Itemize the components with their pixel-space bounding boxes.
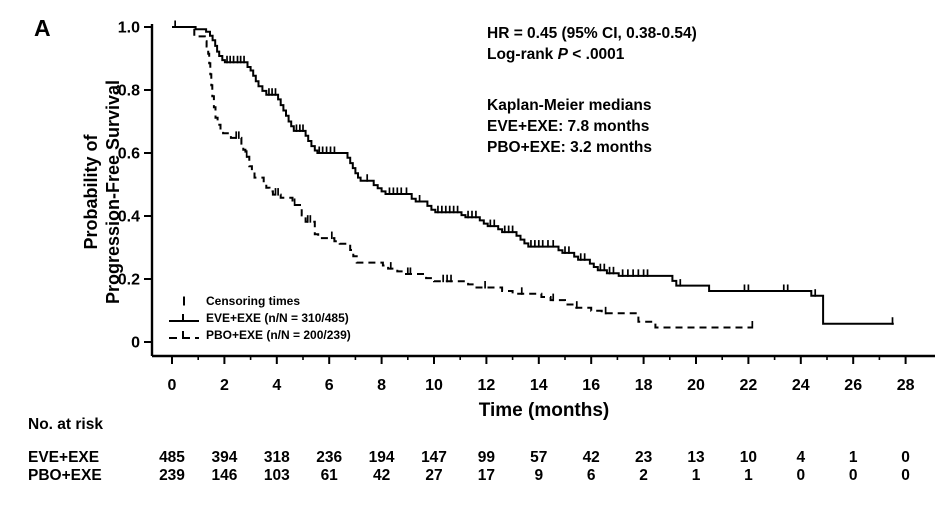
x-tick-label: 16 [582, 377, 600, 394]
legend-row-censoring: Censoring times [166, 292, 351, 309]
risk-count: 147 [421, 449, 447, 466]
risk-count: 13 [687, 449, 705, 466]
risk-count: 61 [320, 467, 338, 484]
risk-count: 0 [901, 449, 910, 466]
risk-count: 42 [582, 449, 600, 466]
km-median-eve: EVE+EXE: 7.8 months [487, 118, 650, 135]
x-tick-label: 0 [168, 377, 177, 394]
risk-count: 1 [691, 467, 701, 484]
risk-row-label-pbo-exe: PBO+EXE [28, 467, 102, 484]
y-tick-label: 0.2 [118, 272, 140, 289]
risk-count: 2 [639, 467, 648, 484]
risk-count: 103 [263, 467, 290, 484]
y-axis-title-line1: Probability of [81, 134, 101, 250]
risk-count: 23 [634, 449, 653, 466]
risk-count: 27 [425, 467, 443, 484]
risk-row-label-eve-exe: EVE+EXE [28, 449, 100, 466]
y-tick-label: 0.8 [118, 83, 140, 100]
risk-count: 99 [477, 449, 496, 466]
risk-count: 485 [159, 449, 185, 466]
y-axis-title-line2: Progression-Free Survival [103, 79, 123, 305]
panel-label: A [34, 15, 51, 41]
km-curve-eve-exe [172, 26, 894, 325]
x-tick-label: 4 [272, 377, 281, 394]
risk-count: 146 [211, 467, 238, 484]
logrank-line: Log-rank P < .0001 [487, 46, 625, 63]
km-curve-pbo-exe [172, 26, 753, 329]
km-medians-header: Kaplan-Meier medians [487, 97, 652, 114]
risk-count: 318 [263, 449, 290, 466]
x-tick-label: 22 [740, 377, 758, 394]
risk-count: 239 [159, 467, 185, 484]
risk-count: 194 [368, 449, 395, 466]
risk-count: 4 [796, 449, 806, 466]
dashed-line-icon [169, 330, 199, 339]
x-tick-label: 18 [635, 377, 653, 394]
stats-annotation: HR = 0.45 (95% CI, 0.38-0.54) Log-rank P… [487, 23, 697, 65]
x-tick-label: 14 [530, 377, 548, 394]
x-tick-label: 26 [844, 377, 862, 394]
risk-count: 42 [372, 467, 391, 484]
km-median-pbo: PBO+EXE: 3.2 months [487, 139, 652, 156]
risk-table-header: No. at risk [28, 416, 103, 433]
x-tick-label: 2 [220, 377, 229, 394]
y-tick-label: 0.4 [118, 209, 140, 226]
x-tick-label: 12 [478, 377, 496, 394]
risk-count: 1 [744, 467, 753, 484]
legend-pbo-label: PBO+EXE (n/N = 200/239) [206, 327, 351, 342]
risk-count: 6 [586, 467, 596, 484]
hazard-ratio-line: HR = 0.45 (95% CI, 0.38-0.54) [487, 25, 697, 42]
solid-line-icon [169, 313, 199, 322]
risk-count: 57 [530, 449, 548, 466]
censoring-tick-icon [183, 296, 185, 305]
km-medians-annotation: Kaplan-Meier medians EVE+EXE: 7.8 months… [487, 95, 652, 158]
x-tick-label: 10 [425, 377, 443, 394]
plot-legend: Censoring times EVE+EXE (n/N = 310/485) … [166, 292, 351, 343]
risk-count: 10 [739, 449, 758, 466]
risk-count: 9 [534, 467, 544, 484]
x-tick-label: 8 [377, 377, 386, 394]
legend-censoring-label: Censoring times [206, 293, 301, 308]
legend-row-eve: EVE+EXE (n/N = 310/485) [166, 309, 351, 326]
y-tick-label: 0.6 [118, 146, 140, 163]
legend-row-pbo: PBO+EXE (n/N = 200/239) [166, 326, 351, 343]
x-tick-label: 28 [897, 377, 915, 394]
risk-count: 17 [477, 467, 496, 484]
x-axis-title: Time (months) [478, 400, 610, 421]
legend-eve-label: EVE+EXE (n/N = 310/485) [206, 310, 349, 325]
x-tick-label: 20 [687, 377, 705, 394]
x-tick-label: 6 [325, 377, 334, 394]
y-tick-label: 0 [131, 335, 140, 352]
risk-count: 394 [211, 449, 238, 466]
x-tick-label: 24 [792, 377, 810, 394]
y-axis-title: Probability of Progression-Free Survival [80, 0, 126, 402]
logrank-p-symbol: P [557, 46, 568, 63]
risk-count: 0 [901, 467, 910, 484]
risk-count: 236 [316, 449, 343, 466]
risk-count: 1 [848, 449, 858, 466]
risk-count: 0 [796, 467, 806, 484]
y-tick-label: 1.0 [118, 20, 140, 37]
risk-count: 0 [848, 467, 858, 484]
